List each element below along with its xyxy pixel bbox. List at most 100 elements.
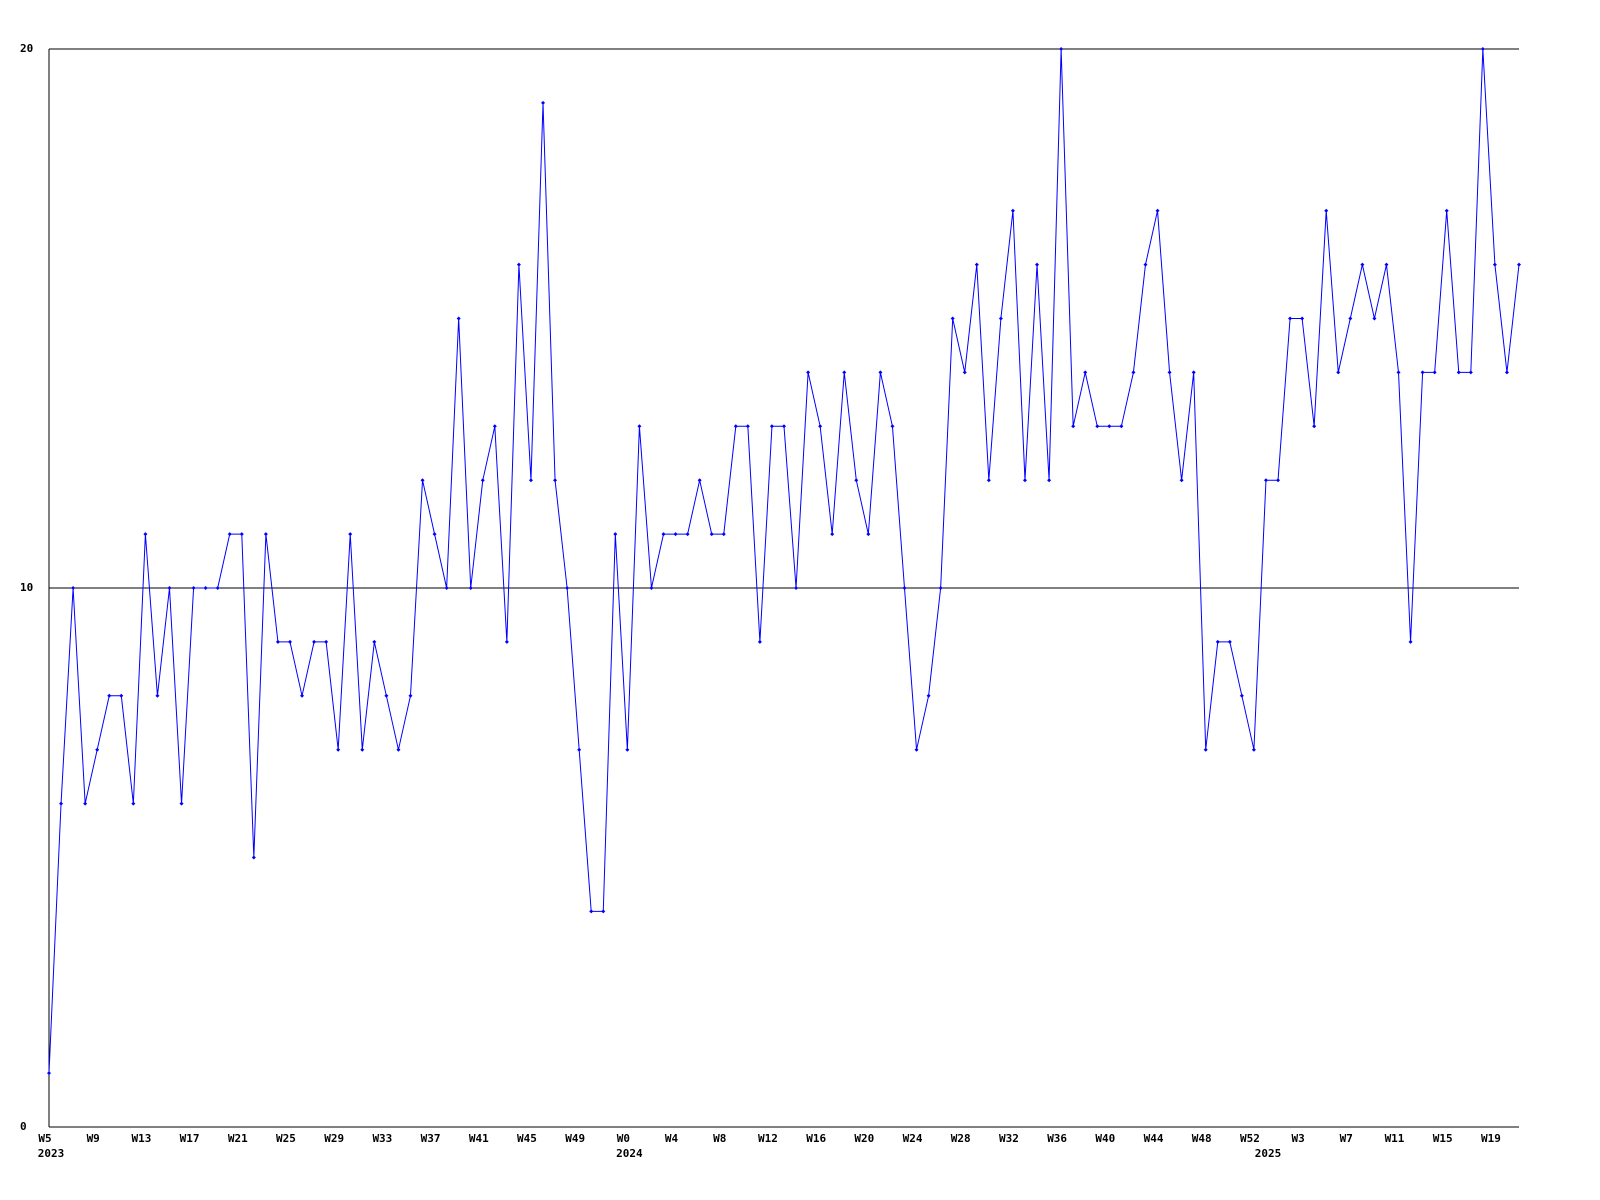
point (1010, 208, 1015, 213)
point (1456, 370, 1461, 375)
point (119, 693, 124, 698)
point (866, 532, 871, 537)
y-tick-label: 10 (20, 581, 33, 594)
point (986, 478, 991, 483)
point (709, 532, 714, 537)
point (842, 370, 847, 375)
x-tick-label: W28 (951, 1132, 971, 1145)
point (938, 586, 943, 590)
point (1432, 370, 1437, 375)
point (47, 1071, 51, 1076)
point (854, 478, 859, 483)
point (902, 586, 907, 590)
point (95, 747, 100, 752)
point (420, 478, 425, 483)
point (480, 478, 485, 483)
point (782, 424, 786, 429)
point (239, 532, 244, 537)
point (1348, 316, 1353, 321)
point (59, 801, 64, 806)
point (504, 639, 509, 644)
point (661, 532, 666, 537)
year-label: 2023 (38, 1147, 65, 1160)
x-tick-label: W7 (1340, 1132, 1353, 1145)
x-tick-label: W3 (1291, 1132, 1304, 1145)
point (1420, 370, 1425, 375)
point (1191, 370, 1196, 375)
x-tick-label: W32 (999, 1132, 1019, 1145)
point (589, 909, 594, 914)
point (107, 693, 112, 698)
point (396, 747, 401, 752)
x-tick-label: W48 (1192, 1132, 1212, 1145)
x-tick-label: W33 (372, 1132, 392, 1145)
point (1517, 262, 1521, 267)
x-tick-label: W12 (758, 1132, 778, 1145)
point (372, 639, 377, 644)
point (878, 370, 883, 375)
point (637, 424, 642, 429)
x-tick-label: W40 (1095, 1132, 1115, 1145)
point (998, 316, 1003, 321)
point (179, 801, 184, 806)
point (1239, 693, 1244, 698)
point (300, 693, 305, 698)
point (1203, 747, 1208, 752)
x-tick-label: W0 (617, 1132, 630, 1145)
point (287, 639, 292, 644)
point (1143, 262, 1148, 267)
point (1083, 370, 1088, 375)
point (492, 424, 497, 429)
point (625, 747, 630, 752)
x-tick-label: W41 (469, 1132, 489, 1145)
x-tick-label: W15 (1433, 1132, 1453, 1145)
point (1107, 424, 1112, 429)
x-tick-label: W16 (806, 1132, 826, 1145)
point (1035, 262, 1040, 267)
point (348, 532, 353, 537)
point (565, 586, 570, 590)
x-tick-label: W21 (228, 1132, 248, 1145)
point (1155, 208, 1160, 213)
point (1444, 208, 1449, 213)
point (275, 639, 280, 644)
point (191, 586, 196, 590)
x-tick-label: W4 (665, 1132, 679, 1145)
point (830, 532, 835, 537)
point (131, 801, 136, 806)
x-tick-label: W37 (421, 1132, 441, 1145)
x-tick-label: W36 (1047, 1132, 1067, 1145)
point (1276, 478, 1281, 483)
point (1022, 478, 1027, 483)
point (541, 100, 546, 105)
point (71, 586, 76, 590)
x-tick-label: W5 (38, 1132, 51, 1145)
point (155, 693, 160, 698)
x-tick-label: W13 (131, 1132, 151, 1145)
point (673, 532, 678, 537)
y-tick-label: 20 (20, 42, 33, 55)
point (1047, 478, 1052, 483)
point (974, 262, 979, 267)
point (962, 370, 967, 375)
point (1179, 478, 1184, 483)
point (1059, 47, 1064, 51)
point (456, 316, 461, 321)
point (324, 639, 329, 644)
point (757, 639, 762, 644)
x-tick-label: W11 (1385, 1132, 1405, 1145)
point (408, 693, 413, 698)
x-tick-label: W17 (180, 1132, 200, 1145)
point (312, 639, 317, 644)
point (745, 424, 750, 429)
point (1408, 639, 1413, 644)
point (336, 747, 341, 752)
year-label: 2024 (616, 1147, 643, 1160)
point (1396, 370, 1401, 375)
point (1131, 370, 1136, 375)
x-tick-label: W45 (517, 1132, 537, 1145)
point (553, 478, 558, 483)
point (950, 316, 955, 321)
